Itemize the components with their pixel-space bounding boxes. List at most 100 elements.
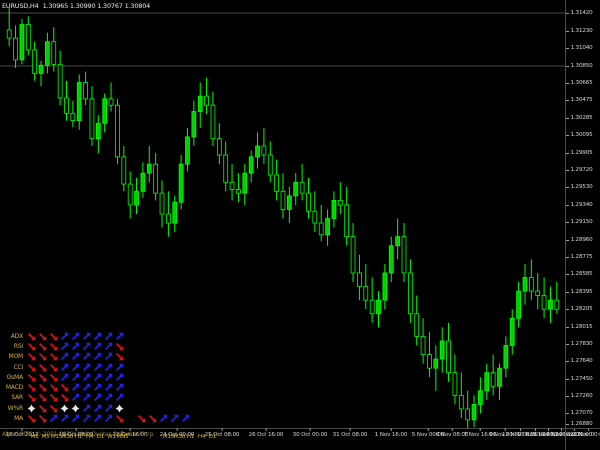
signal-cell-secondary[interactable] bbox=[158, 413, 169, 423]
signal-cell[interactable] bbox=[92, 393, 103, 403]
signal-cell-secondary[interactable] bbox=[136, 413, 147, 423]
signal-cell[interactable] bbox=[92, 403, 103, 413]
signal-cell[interactable] bbox=[37, 413, 48, 423]
signal-cell[interactable] bbox=[26, 413, 37, 423]
signal-cell[interactable] bbox=[37, 372, 48, 382]
signal-cell[interactable] bbox=[70, 352, 81, 362]
signal-cell[interactable] bbox=[48, 372, 59, 382]
signal-cell[interactable] bbox=[81, 413, 92, 423]
signal-cell[interactable] bbox=[92, 331, 103, 341]
signal-cell[interactable] bbox=[48, 362, 59, 372]
signal-cell-secondary[interactable] bbox=[147, 413, 158, 423]
signal-cell[interactable] bbox=[70, 382, 81, 392]
signal-cell[interactable] bbox=[81, 372, 92, 382]
signal-cell[interactable] bbox=[37, 331, 48, 341]
indicator-row[interactable]: MOM bbox=[4, 352, 191, 362]
signal-cell[interactable] bbox=[92, 341, 103, 351]
signal-cell[interactable] bbox=[37, 393, 48, 403]
signal-cell[interactable] bbox=[70, 372, 81, 382]
signal-cell[interactable] bbox=[37, 382, 48, 392]
signal-cell[interactable] bbox=[81, 362, 92, 372]
signal-cell[interactable] bbox=[92, 362, 103, 372]
signal-cell[interactable] bbox=[37, 403, 48, 413]
signal-cell[interactable] bbox=[103, 403, 114, 413]
signal-cell[interactable] bbox=[81, 341, 92, 351]
indicator-row[interactable]: SAR bbox=[4, 393, 191, 403]
indicator-row[interactable]: ADX bbox=[4, 331, 191, 341]
signal-cell[interactable] bbox=[37, 362, 48, 372]
signal-cell[interactable] bbox=[114, 372, 125, 382]
signal-cell[interactable] bbox=[81, 393, 92, 403]
signal-cell[interactable] bbox=[92, 382, 103, 392]
signal-cell[interactable] bbox=[114, 403, 125, 413]
signal-cell[interactable] bbox=[26, 393, 37, 403]
signal-cell[interactable] bbox=[48, 382, 59, 392]
signal-cell[interactable] bbox=[59, 393, 70, 403]
signal-cell[interactable] bbox=[48, 341, 59, 351]
signal-cell[interactable] bbox=[114, 352, 125, 362]
chart-plot-area[interactable] bbox=[0, 0, 565, 428]
signal-cell[interactable] bbox=[92, 372, 103, 382]
signal-cell[interactable] bbox=[103, 372, 114, 382]
signal-cell[interactable] bbox=[81, 403, 92, 413]
signal-cell[interactable] bbox=[48, 393, 59, 403]
signal-cell[interactable] bbox=[114, 341, 125, 351]
signal-cell[interactable] bbox=[103, 331, 114, 341]
signal-cell[interactable] bbox=[114, 413, 125, 423]
signal-cell[interactable] bbox=[59, 372, 70, 382]
signal-cell[interactable] bbox=[114, 393, 125, 403]
signal-cell[interactable] bbox=[59, 382, 70, 392]
signal-cell-secondary[interactable] bbox=[169, 413, 180, 423]
signal-cell[interactable] bbox=[114, 362, 125, 372]
indicator-row[interactable]: RSI bbox=[4, 341, 191, 351]
price-axis[interactable]: 1.31420 1.31230 1.31040 1.30850 1.30665 1.304… bbox=[565, 0, 600, 428]
signal-cell[interactable] bbox=[48, 403, 59, 413]
signal-cell[interactable] bbox=[70, 403, 81, 413]
signal-cell[interactable] bbox=[26, 341, 37, 351]
signal-cell[interactable] bbox=[37, 352, 48, 362]
signal-cell[interactable] bbox=[114, 382, 125, 392]
signal-cell[interactable] bbox=[26, 362, 37, 372]
signal-cell[interactable] bbox=[59, 352, 70, 362]
signal-cell[interactable] bbox=[103, 341, 114, 351]
signal-cell[interactable] bbox=[103, 382, 114, 392]
signal-cell[interactable] bbox=[70, 341, 81, 351]
signal-cell[interactable] bbox=[37, 341, 48, 351]
indicator-row[interactable]: MA bbox=[4, 413, 191, 423]
signal-cell-secondary[interactable] bbox=[180, 413, 191, 423]
signal-cell[interactable] bbox=[81, 331, 92, 341]
signal-cell[interactable] bbox=[59, 403, 70, 413]
signal-cell[interactable] bbox=[26, 331, 37, 341]
signal-cell[interactable] bbox=[26, 403, 37, 413]
signal-cell[interactable] bbox=[92, 413, 103, 423]
signal-cell[interactable] bbox=[70, 393, 81, 403]
signal-cell[interactable] bbox=[26, 352, 37, 362]
indicator-row[interactable]: OsMA bbox=[4, 372, 191, 382]
signal-cell[interactable] bbox=[59, 341, 70, 351]
signal-cell[interactable] bbox=[114, 331, 125, 341]
signal-cell[interactable] bbox=[103, 352, 114, 362]
signal-cell[interactable] bbox=[59, 362, 70, 372]
indicator-row[interactable]: CCI bbox=[4, 362, 191, 372]
signal-cell[interactable] bbox=[70, 413, 81, 423]
indicator-row[interactable]: MACD bbox=[4, 382, 191, 392]
indicator-row[interactable]: W%R bbox=[4, 403, 191, 413]
signal-cell[interactable] bbox=[81, 382, 92, 392]
tick-dash bbox=[566, 326, 569, 328]
signal-cell[interactable] bbox=[103, 362, 114, 372]
signal-cell[interactable] bbox=[103, 413, 114, 423]
signal-cell[interactable] bbox=[70, 331, 81, 341]
signal-cell[interactable] bbox=[48, 413, 59, 423]
signal-cell[interactable] bbox=[59, 331, 70, 341]
signal-cell[interactable] bbox=[26, 382, 37, 392]
signal-cell[interactable] bbox=[103, 393, 114, 403]
signal-cell[interactable] bbox=[26, 372, 37, 382]
signal-cell[interactable] bbox=[48, 352, 59, 362]
multi-timeframe-indicator-panel[interactable]: ADX RSI MOM CCI OsMA MACD SAR W%R MA M1 M5 M15 M30 H1… bbox=[4, 331, 216, 440]
signal-cell[interactable] bbox=[59, 413, 70, 423]
signal-cell[interactable] bbox=[92, 352, 103, 362]
signal-cell[interactable] bbox=[81, 352, 92, 362]
signal-cell[interactable] bbox=[48, 331, 59, 341]
signal-cell[interactable] bbox=[70, 362, 81, 372]
time-axis[interactable]: 18 Oct 2012 19 Oct 08:00 22 Oct 16:00 24 Oc… bbox=[0, 428, 600, 450]
